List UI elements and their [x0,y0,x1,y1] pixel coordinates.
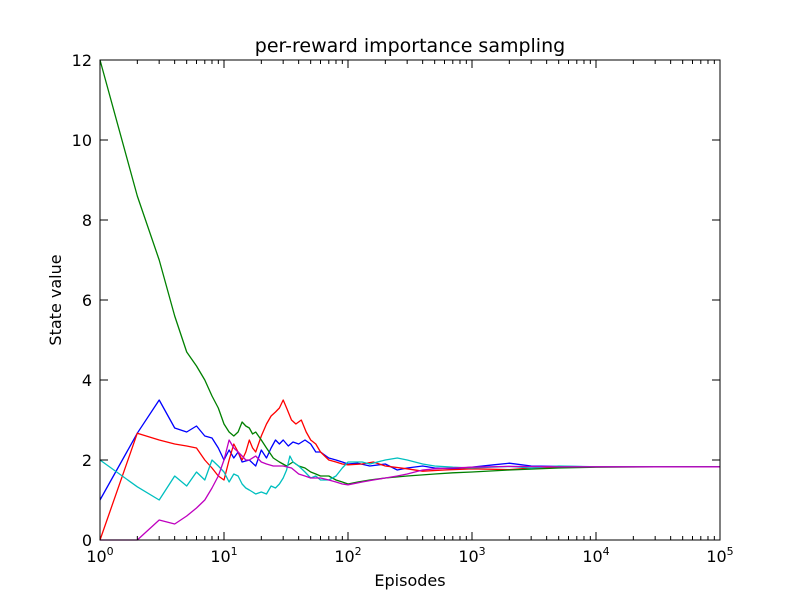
y-tick-label-5: 10 [72,131,92,150]
x-tick-label-3: 103 [458,545,485,566]
x-tick-label-1: 101 [210,545,237,566]
plot-frame [99,59,721,541]
chart-title: per-reward importance sampling [255,35,565,57]
y-axis-label: State value [46,254,65,345]
series-line-5 [100,439,720,541]
x-tick-label-5: 105 [706,545,733,566]
x-axis-ticks: 100 101 102 103 104 105 [86,60,734,566]
series-line-3 [99,59,720,485]
series-layer [99,59,720,541]
plot-area [100,60,720,540]
y-tick-label-2: 4 [82,371,92,390]
x-tick-label-0: 100 [86,545,113,566]
y-tick-label-6: 12 [72,51,92,70]
x-tick-label-4: 104 [582,545,609,566]
y-axis-ticks: 0 2 4 6 8 10 12 [72,51,720,550]
y-tick-label-3: 6 [82,291,92,310]
y-tick-label-4: 8 [82,211,92,230]
x-axis-label: Episodes [374,571,445,590]
y-tick-label-0: 0 [82,531,92,550]
series-line-4 [99,455,720,501]
x-tick-label-2: 102 [334,545,361,566]
y-tick-label-1: 2 [82,451,92,470]
series-line-1 [99,399,720,501]
